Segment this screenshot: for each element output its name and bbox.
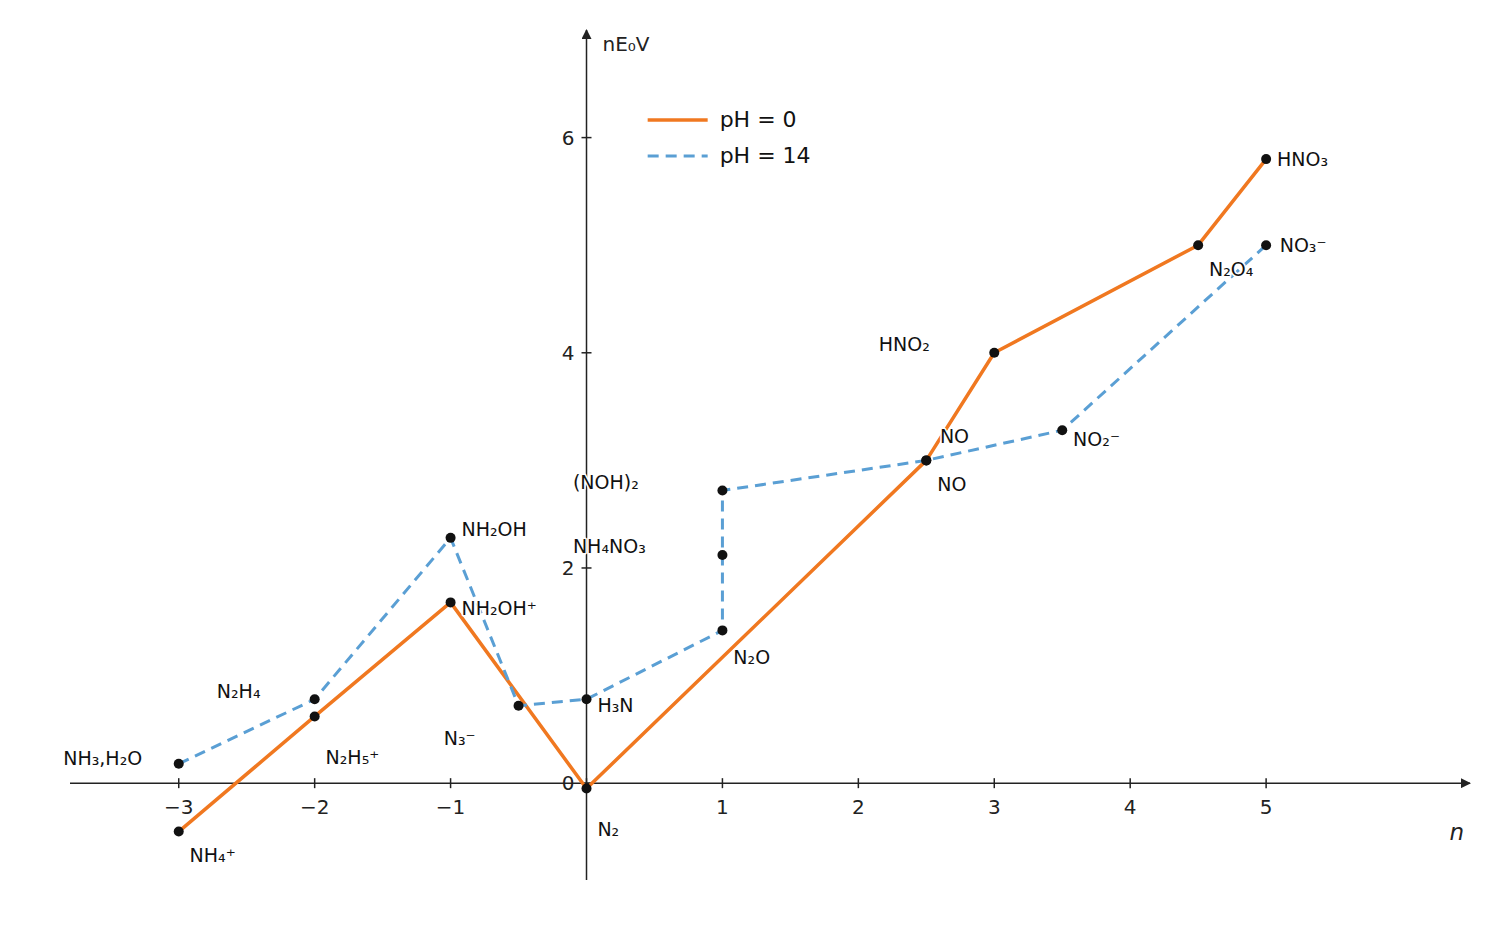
point bbox=[582, 694, 592, 704]
point-label: N₂O₄ bbox=[1209, 258, 1254, 280]
x-tick bbox=[994, 778, 996, 788]
y-tick-label: 6 bbox=[562, 126, 575, 150]
legend-label: pH = 14 bbox=[720, 143, 811, 168]
point bbox=[717, 550, 727, 560]
x-tick bbox=[722, 778, 724, 788]
point-label: H₃N bbox=[597, 694, 633, 716]
point bbox=[310, 711, 320, 721]
point bbox=[174, 759, 184, 769]
y-tick-label: 0 bbox=[562, 771, 575, 795]
x-tick-label: 2 bbox=[852, 795, 865, 819]
x-tick-label: 5 bbox=[1260, 795, 1273, 819]
point-label: N₂ bbox=[597, 818, 619, 840]
point-label: NO₂⁻ bbox=[1073, 428, 1120, 450]
x-tick-label: −1 bbox=[436, 795, 465, 819]
x-tick-label: −3 bbox=[164, 795, 193, 819]
point-label: NO bbox=[940, 425, 969, 447]
point bbox=[174, 827, 184, 837]
point bbox=[446, 597, 456, 607]
x-tick-label: 3 bbox=[988, 795, 1001, 819]
legend-swatch bbox=[648, 118, 708, 122]
chart: −3 −2 −1 1 2 3 4 5 0 2 4 6 n nE₀V NH₄⁺ N₂H₅⁺ NH₂OH⁺ N₂ NO H… bbox=[0, 0, 1500, 930]
x-axis bbox=[70, 782, 1470, 784]
point-label: N₃⁻ bbox=[444, 727, 476, 749]
point bbox=[582, 784, 592, 794]
point-label: HNO₂ bbox=[879, 333, 930, 355]
y-tick bbox=[582, 352, 592, 354]
point-label: NH₄⁺ bbox=[190, 844, 236, 866]
point bbox=[1261, 240, 1271, 250]
point bbox=[1057, 425, 1067, 435]
y-tick-label: 2 bbox=[562, 556, 575, 580]
y-tick-label: 4 bbox=[562, 341, 575, 365]
x-tick bbox=[858, 778, 860, 788]
x-tick bbox=[1129, 778, 1131, 788]
point bbox=[514, 701, 524, 711]
x-tick bbox=[314, 778, 316, 788]
point bbox=[921, 455, 931, 465]
legend-swatch bbox=[648, 154, 708, 157]
legend: pH = 0 pH = 14 bbox=[648, 107, 811, 168]
point-label: HNO₃ bbox=[1277, 148, 1328, 170]
y-tick bbox=[582, 137, 592, 139]
y-axis bbox=[586, 30, 588, 880]
point-label: NH₂OH⁺ bbox=[461, 597, 536, 619]
point bbox=[989, 348, 999, 358]
point-label: NO bbox=[937, 473, 966, 495]
point-label: NH₂OH bbox=[461, 518, 526, 540]
point-label: NH₃,H₂O bbox=[63, 747, 142, 769]
series-line bbox=[179, 159, 1266, 831]
point-label: N₂H₅⁺ bbox=[326, 746, 380, 768]
x-tick-label: −2 bbox=[300, 795, 329, 819]
x-tick-label: 1 bbox=[716, 795, 729, 819]
point bbox=[310, 694, 320, 704]
x-tick-label: 4 bbox=[1124, 795, 1137, 819]
series-line bbox=[179, 245, 1266, 764]
y-tick bbox=[582, 567, 592, 569]
point-label: NH₄NO₃ bbox=[573, 535, 646, 557]
point-label: N₂O bbox=[733, 646, 770, 668]
point bbox=[717, 486, 727, 496]
point-label: N₂H₄ bbox=[217, 680, 261, 702]
point bbox=[717, 625, 727, 635]
point bbox=[921, 455, 931, 465]
x-axis-label: n bbox=[1449, 819, 1464, 845]
x-tick bbox=[1265, 778, 1267, 788]
point bbox=[1261, 154, 1271, 164]
legend-label: pH = 0 bbox=[720, 107, 797, 132]
x-tick bbox=[178, 778, 180, 788]
point bbox=[1193, 240, 1203, 250]
plot-area bbox=[174, 154, 1271, 836]
point-label: NO₃⁻ bbox=[1280, 234, 1327, 256]
point bbox=[446, 533, 456, 543]
point-label: (NOH)₂ bbox=[573, 471, 639, 493]
y-axis-label: nE₀V bbox=[603, 32, 650, 56]
x-tick bbox=[450, 778, 452, 788]
